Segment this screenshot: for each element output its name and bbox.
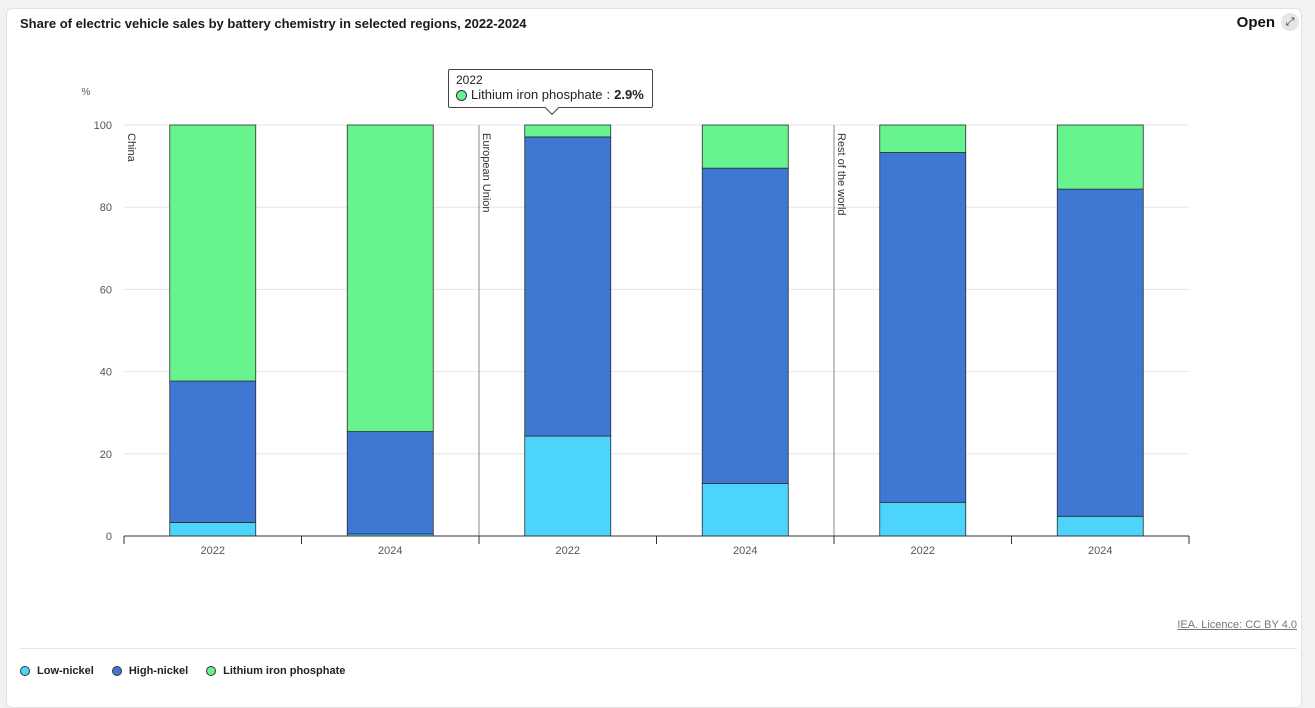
- x-tick-label: 2024: [733, 545, 757, 557]
- bar-lithium-iron-phosphate: [346, 124, 434, 433]
- bar-high-nickel: [1056, 188, 1144, 517]
- legend-label-low-nickel: Low-nickel: [37, 665, 94, 677]
- legend-dot-low-nickel: [20, 666, 30, 676]
- region-label: European Union: [480, 133, 492, 213]
- y-tick-label: 60: [100, 284, 112, 296]
- legend-label-high-nickel: High-nickel: [128, 665, 189, 677]
- tooltip: 2022 Lithium iron phosphate: 2.9%: [448, 69, 653, 108]
- bar-low-nickel: [524, 435, 612, 537]
- licence-link[interactable]: IEA. Licence: CC BY 4.0: [1177, 619, 1297, 631]
- bar-high-nickel: [169, 380, 257, 523]
- y-tick-label: 20: [100, 449, 112, 461]
- bar-high-nickel: [524, 136, 612, 437]
- tooltip-series-dot: [456, 89, 467, 101]
- y-tick-label: 100: [94, 120, 112, 132]
- region-label: Rest of the world: [835, 133, 847, 216]
- legend-dot-high-nickel: [111, 666, 122, 676]
- expand-icon[interactable]: ⤢: [1281, 13, 1299, 31]
- legend-divider: [20, 648, 1297, 649]
- legend-item-lfp[interactable]: Lithium iron phosphate: [206, 665, 345, 677]
- bar-lithium-iron-phosphate: [169, 124, 257, 382]
- legend: Low-nickel High-nickel Lithium iron phos…: [20, 665, 345, 677]
- tooltip-series-name: Lithium iron phosphate: [471, 87, 603, 102]
- x-tick-label: 2024: [1088, 545, 1112, 557]
- bar-lithium-iron-phosphate: [701, 124, 789, 169]
- y-axis-unit: %: [82, 87, 91, 98]
- chart-title: Share of electric vehicle sales by batte…: [20, 16, 527, 31]
- legend-dot-lfp: [206, 666, 217, 676]
- legend-label-lfp: Lithium iron phosphate: [223, 665, 346, 677]
- y-tick-label: 80: [100, 202, 112, 214]
- x-tick-label: 2022: [556, 545, 580, 557]
- tooltip-value: 2.9%: [614, 87, 644, 102]
- x-tick-label: 2022: [911, 545, 935, 557]
- bar-lithium-iron-phosphate: [1056, 124, 1144, 190]
- bar-high-nickel: [701, 167, 789, 484]
- y-tick-label: 40: [100, 367, 112, 379]
- y-tick-label: 0: [106, 531, 112, 543]
- bar-low-nickel: [879, 501, 967, 537]
- x-tick-label: 2022: [201, 545, 225, 557]
- tooltip-year: 2022: [456, 73, 483, 87]
- region-label: China: [125, 133, 137, 163]
- legend-item-high-nickel[interactable]: High-nickel: [111, 665, 189, 677]
- open-label[interactable]: Open: [1236, 13, 1275, 31]
- legend-item-low-nickel[interactable]: Low-nickel: [20, 665, 94, 677]
- x-tick-label: 2024: [378, 545, 402, 557]
- bar-lithium-iron-phosphate: [524, 124, 612, 138]
- bar-low-nickel: [701, 482, 789, 537]
- bar-low-nickel: [1056, 515, 1144, 537]
- bar-lithium-iron-phosphate: [879, 124, 967, 153]
- bar-low-nickel: [169, 522, 257, 537]
- open-button[interactable]: Open ⤢: [1237, 13, 1299, 31]
- bar-high-nickel: [879, 152, 967, 503]
- bar-high-nickel: [346, 431, 434, 535]
